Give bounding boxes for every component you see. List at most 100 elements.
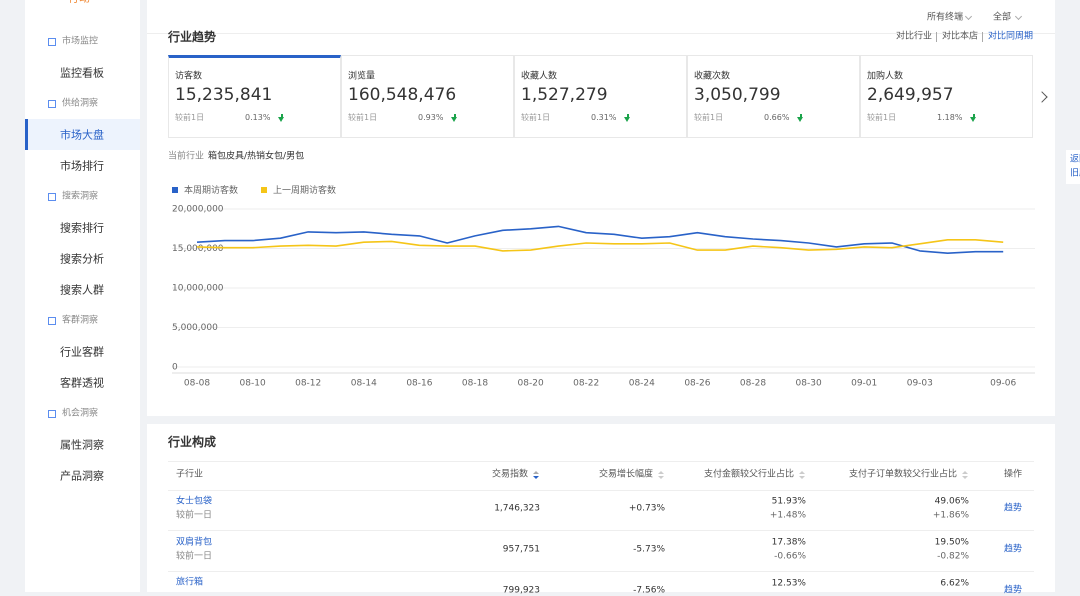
composition-panel [147,424,1055,592]
menu-group: 搜索洞察 [62,191,99,202]
link-separator [936,32,937,42]
y-tick-label: 20,000,000 [172,205,224,215]
legend-label: 上一周期访客数 [273,184,336,196]
menu-item[interactable]: 搜索排行 [60,221,104,235]
industry-label: 当前行业 [168,151,205,162]
cell: -0.66% [774,551,806,562]
metric-compare: 较前1日 [521,113,551,123]
menu-group-icon [48,100,56,108]
line-series [196,225,1004,254]
menu-item[interactable]: 行业客群 [60,345,104,359]
menu-item[interactable]: 搜索分析 [60,252,104,266]
metric-card [168,55,341,138]
sidebar [25,0,140,592]
metric-compare: 较前1日 [348,113,378,123]
cell: 6.62% [940,578,969,589]
metric-label: 访客数 [175,71,203,82]
menu-group-icon [48,193,56,201]
compare-link[interactable]: 对比本店 [941,31,978,42]
cell: 51.93% [771,496,806,507]
menu-group: 供给洞察 [62,98,99,109]
down-arrow [451,117,457,122]
metric-label: 收藏人数 [521,71,558,82]
metric-value: 1,527,279 [521,84,608,105]
side-link[interactable]: 返回 [1070,154,1080,165]
y-tick-label: 10,000,000 [172,284,224,294]
column-header: 支付子订单数较父行业占比 [848,469,957,480]
cell: 19.50% [934,537,969,548]
menu-item[interactable]: 产品洞察 [60,469,104,483]
trend-link[interactable]: 趋势 [1004,544,1023,555]
down-arrow [278,117,284,122]
legend-swatch [172,187,178,193]
metric-change: 0.13% [245,113,271,123]
down-arrow [970,117,976,122]
down-arrow-stem [626,114,629,118]
down-arrow-stem [972,114,975,118]
menu-group: 客群洞察 [62,315,99,326]
sub-industry[interactable]: 女士包袋 [176,496,213,507]
cell: 49.06% [934,496,969,507]
menu-item[interactable]: 客群透视 [60,376,104,390]
sub-industry[interactable]: 双肩背包 [176,537,213,548]
down-arrow [624,117,630,122]
metric-value: 2,649,957 [867,84,954,105]
down-arrow [797,117,803,122]
down-arrow-stem [799,114,802,118]
down-arrow-stem [453,114,456,118]
metric-card [687,55,860,138]
menu-item[interactable]: 市场大盘 [60,128,104,142]
menu-item[interactable]: 监控看板 [60,66,104,80]
scope-select[interactable]: 全部 [993,12,1012,23]
industry-value: 箱包皮具/热销女包/男包 [208,151,305,162]
sort-icon [533,476,539,479]
metric-label: 浏览量 [348,71,376,82]
menu-item[interactable]: 属性洞察 [60,438,104,452]
trend-link[interactable]: 趋势 [1004,503,1023,514]
compare-link[interactable]: 对比同周期 [987,31,1033,42]
side-link[interactable]: 旧版 [1070,168,1080,179]
metric-card [860,55,1033,138]
menu-item[interactable]: 搜索人群 [60,283,104,297]
x-tick-label: 09-01 [851,379,877,389]
column-header: 交易增长幅度 [598,469,653,480]
line-series [196,239,1004,252]
sort-icon [799,471,805,474]
section-title: 行业趋势 [168,29,217,44]
menu-group: 市场监控 [62,36,99,47]
cell: +1.86% [932,510,969,521]
row-divider [168,530,1034,531]
column-header: 支付金额较父行业占比 [703,469,794,480]
active-menu-bg [25,119,140,150]
cell: 17.38% [771,537,806,548]
x-tick-label: 08-12 [295,379,321,389]
legend-swatch [261,187,267,193]
sort-icon [799,476,805,479]
row-divider [168,571,1034,572]
cell: +0.73% [628,503,665,514]
compare-link[interactable]: 对比行业 [895,31,932,42]
section-title: 行业构成 [168,434,217,449]
menu-item[interactable]: 市场排行 [60,159,104,173]
legend-label: 本周期访客数 [184,184,238,196]
sort-icon [962,476,968,479]
x-tick-label: 08-14 [351,379,377,389]
x-tick-label: 08-30 [796,379,822,389]
sort-icon [658,471,664,474]
compare-note: 较前一日 [176,551,213,562]
terminal-select[interactable]: 所有终端 [927,12,964,23]
y-tick-label: 15,000,000 [172,244,224,254]
column-header: 子行业 [176,469,204,480]
cell: +1.48% [769,510,806,521]
metric-compare: 较前1日 [867,113,897,123]
cell: 799,923 [502,585,540,596]
side-link-bg [1066,150,1080,184]
cell: -5.73% [633,544,665,555]
x-tick-label: 09-03 [907,379,933,389]
metric-change: 0.93% [418,113,444,123]
cell: -7.56% [633,585,665,596]
metric-label: 收藏次数 [694,71,731,82]
trend-link[interactable]: 趋势 [1004,585,1023,596]
sub-industry[interactable]: 旅行箱 [176,577,204,588]
